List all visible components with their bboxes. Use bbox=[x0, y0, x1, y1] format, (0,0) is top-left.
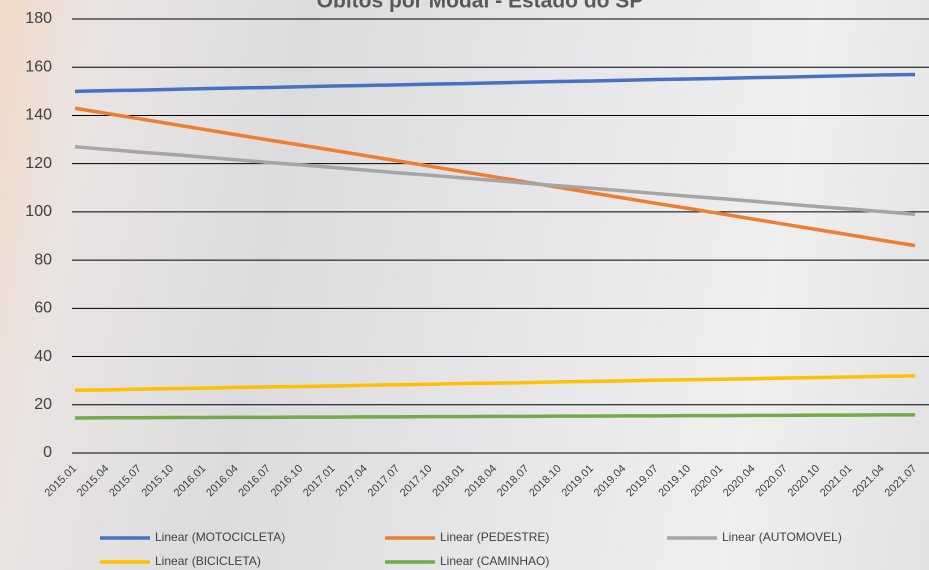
y-tick-label: 140 bbox=[25, 107, 52, 124]
y-tick-label: 80 bbox=[34, 251, 52, 268]
y-tick-label: 60 bbox=[34, 300, 52, 317]
x-tick-label: 2015.07 bbox=[107, 463, 144, 500]
trend-line bbox=[75, 376, 915, 390]
x-tick-label: 2019.10 bbox=[656, 463, 693, 500]
x-tick-label: 2019.04 bbox=[592, 463, 629, 500]
x-tick-label: 2019.07 bbox=[624, 463, 661, 500]
x-tick-label: 2017.07 bbox=[366, 463, 403, 500]
x-tick-label: 2017.10 bbox=[398, 463, 435, 500]
chart-title: Óbitos por Modal - Estado do SP bbox=[317, 0, 644, 13]
x-tick-label: 2016.04 bbox=[204, 463, 241, 500]
legend-label: Linear (BICICLETA) bbox=[155, 554, 261, 568]
y-tick-label: 40 bbox=[34, 348, 52, 365]
x-tick-label: 2018.04 bbox=[463, 463, 500, 500]
y-tick-label: 20 bbox=[34, 396, 52, 413]
legend-label: Linear (CAMINHAO) bbox=[440, 554, 549, 568]
x-tick-label: 2016.10 bbox=[269, 463, 306, 500]
y-tick-label: 120 bbox=[25, 155, 52, 172]
trend-line bbox=[75, 108, 915, 245]
x-tick-label: 2021.07 bbox=[883, 463, 920, 500]
legend-label: Linear (AUTOMOVEL) bbox=[722, 530, 842, 544]
legend-label: Linear (PEDESTRE) bbox=[440, 530, 549, 544]
x-tick-label: 2016.07 bbox=[236, 463, 273, 500]
x-tick-label: 2020.07 bbox=[753, 463, 790, 500]
x-tick-label: 2016.01 bbox=[172, 463, 209, 500]
x-tick-label: 2020.01 bbox=[689, 463, 726, 500]
x-tick-label: 2021.01 bbox=[818, 463, 855, 500]
x-tick-label: 2018.07 bbox=[495, 463, 532, 500]
y-tick-label: 100 bbox=[25, 203, 52, 220]
y-tick-label: 0 bbox=[43, 444, 52, 461]
x-tick-label: 2019.01 bbox=[559, 463, 596, 500]
x-tick-label: 2021.04 bbox=[850, 463, 887, 500]
x-tick-label: 2015.10 bbox=[139, 463, 176, 500]
x-tick-label: 2018.10 bbox=[527, 463, 564, 500]
trend-line bbox=[75, 415, 915, 418]
y-tick-label: 160 bbox=[25, 58, 52, 75]
page: Óbitos por Modal - Estado do SP 0 20 40 60 8… bbox=[0, 0, 929, 570]
legend-label: Linear (MOTOCICLETA) bbox=[155, 530, 285, 544]
x-tick-label: 2015.01 bbox=[43, 463, 80, 500]
x-tick-label: 2018.01 bbox=[430, 463, 467, 500]
x-tick-label: 2017.01 bbox=[301, 463, 338, 500]
x-tick-label: 2015.04 bbox=[75, 463, 112, 500]
trend-line bbox=[75, 74, 915, 91]
x-tick-label: 2020.10 bbox=[786, 463, 823, 500]
chart: Óbitos por Modal - Estado do SP 0 20 40 60 8… bbox=[0, 0, 929, 570]
trend-line bbox=[75, 147, 915, 215]
y-tick-label: 180 bbox=[25, 10, 52, 27]
x-tick-label: 2017.04 bbox=[333, 463, 370, 500]
x-tick-label: 2020.04 bbox=[721, 463, 758, 500]
